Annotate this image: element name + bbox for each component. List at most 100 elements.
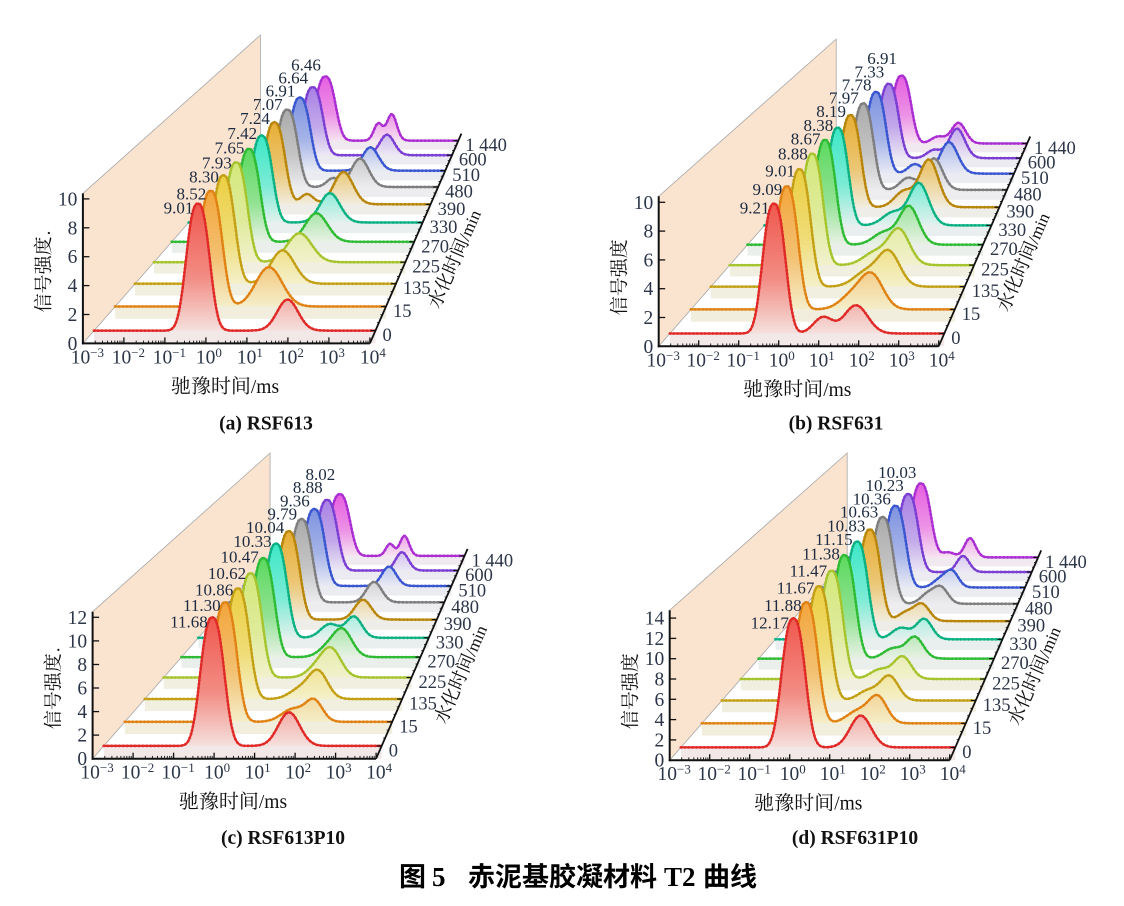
svg-text:.: . (44, 647, 65, 652)
svg-text:390: 390 (444, 615, 472, 635)
svg-text:8.88: 8.88 (293, 478, 323, 497)
svg-text:15: 15 (393, 302, 412, 322)
svg-text:7.24: 7.24 (240, 109, 270, 128)
svg-text:2: 2 (68, 305, 78, 326)
svg-text:101: 101 (245, 760, 271, 784)
svg-text:600: 600 (1039, 568, 1067, 588)
svg-text:8.19: 8.19 (816, 102, 846, 121)
svg-text:1 440: 1 440 (1034, 139, 1076, 159)
svg-text:12: 12 (68, 608, 88, 629)
svg-text:6: 6 (643, 250, 653, 271)
svg-text:510: 510 (452, 166, 480, 186)
svg-text:8: 8 (643, 222, 653, 243)
svg-text:480: 480 (1014, 185, 1042, 205)
svg-text:10: 10 (68, 631, 88, 652)
svg-text:(a) RSF613: (a) RSF613 (219, 414, 313, 435)
svg-text:8.30: 8.30 (189, 168, 219, 187)
svg-text:225: 225 (992, 675, 1020, 695)
svg-text:103: 103 (326, 760, 352, 784)
svg-text:(c) RSF613P10: (c) RSF613P10 (221, 828, 345, 849)
svg-text:100: 100 (204, 760, 230, 784)
svg-text:390: 390 (1017, 617, 1045, 637)
svg-text:0: 0 (77, 749, 87, 770)
svg-text:15: 15 (962, 305, 981, 325)
svg-text:480: 480 (445, 183, 473, 203)
svg-text:6.64: 6.64 (278, 69, 308, 88)
svg-text:135: 135 (409, 695, 437, 715)
svg-text:10.36: 10.36 (853, 489, 891, 508)
svg-text:12: 12 (645, 629, 665, 650)
svg-text:6: 6 (654, 690, 664, 711)
svg-text:10.03: 10.03 (878, 463, 916, 482)
svg-text:101: 101 (237, 345, 263, 369)
svg-text:8: 8 (77, 655, 87, 676)
svg-text:10.47: 10.47 (221, 548, 260, 567)
svg-text:11.68: 11.68 (170, 612, 208, 631)
svg-text:6.91: 6.91 (266, 82, 296, 101)
svg-text:15: 15 (973, 719, 992, 739)
svg-text:600: 600 (459, 151, 487, 171)
svg-text:270: 270 (1001, 654, 1029, 674)
svg-text:0: 0 (383, 326, 392, 346)
svg-text:2: 2 (654, 730, 664, 751)
svg-text:10: 10 (645, 649, 665, 670)
svg-text:100: 100 (780, 762, 806, 786)
svg-text:11.47: 11.47 (790, 562, 828, 581)
svg-text:7.07: 7.07 (253, 95, 283, 114)
svg-text:600: 600 (465, 566, 493, 586)
svg-text:2: 2 (643, 308, 653, 329)
svg-text:10.63: 10.63 (840, 503, 878, 522)
svg-text:600: 600 (1028, 154, 1056, 174)
svg-text:0: 0 (643, 337, 653, 358)
svg-text:9.01: 9.01 (765, 161, 795, 180)
svg-text:10.62: 10.62 (208, 564, 246, 583)
svg-text:102: 102 (285, 760, 311, 784)
svg-text:7.93: 7.93 (202, 153, 232, 172)
svg-text:11.88: 11.88 (764, 596, 802, 615)
svg-text:9.21: 9.21 (740, 199, 770, 218)
svg-text:480: 480 (451, 598, 479, 618)
svg-text:(d) RSF631P10: (d) RSF631P10 (792, 828, 918, 849)
svg-text:7.42: 7.42 (227, 124, 257, 143)
svg-text:8: 8 (654, 670, 664, 691)
svg-text:2: 2 (77, 726, 87, 747)
svg-text:14: 14 (645, 609, 665, 630)
svg-text:6.91: 6.91 (867, 49, 897, 68)
svg-text:15: 15 (399, 717, 418, 737)
svg-text:390: 390 (438, 200, 466, 220)
svg-text:135: 135 (403, 279, 431, 299)
svg-text:12.17: 12.17 (751, 613, 790, 632)
svg-text:5: 5 (432, 862, 446, 892)
svg-text:7.65: 7.65 (215, 139, 245, 158)
svg-text:103: 103 (889, 348, 915, 372)
svg-text:9.79: 9.79 (267, 505, 297, 524)
svg-text:/ms: /ms (251, 377, 279, 398)
svg-text:330: 330 (436, 633, 464, 653)
svg-text:102: 102 (849, 348, 875, 372)
svg-text:0: 0 (389, 741, 398, 761)
svg-text:6: 6 (77, 679, 87, 700)
svg-text:0: 0 (951, 329, 960, 349)
svg-text:7.78: 7.78 (842, 76, 872, 95)
svg-text:11.30: 11.30 (183, 596, 221, 615)
svg-text:6.46: 6.46 (291, 55, 321, 74)
svg-text:8: 8 (68, 218, 78, 239)
svg-text:102: 102 (278, 345, 304, 369)
svg-text:11.67: 11.67 (777, 578, 815, 597)
svg-text:11.15: 11.15 (815, 530, 853, 549)
svg-text:100: 100 (769, 348, 795, 372)
svg-text:8.67: 8.67 (791, 129, 821, 148)
svg-text:100: 100 (196, 345, 222, 369)
svg-text:0: 0 (68, 334, 78, 355)
svg-text:270: 270 (427, 653, 455, 673)
svg-text:11.38: 11.38 (802, 545, 840, 564)
svg-text:103: 103 (319, 345, 345, 369)
svg-text:6: 6 (68, 247, 78, 268)
svg-text:10.33: 10.33 (233, 532, 271, 551)
svg-text:330: 330 (1009, 635, 1037, 655)
svg-text:.: . (34, 231, 55, 236)
svg-text:7.97: 7.97 (829, 89, 859, 108)
svg-text:225: 225 (981, 261, 1009, 281)
svg-text:101: 101 (809, 348, 835, 372)
svg-text:8.02: 8.02 (306, 465, 336, 484)
